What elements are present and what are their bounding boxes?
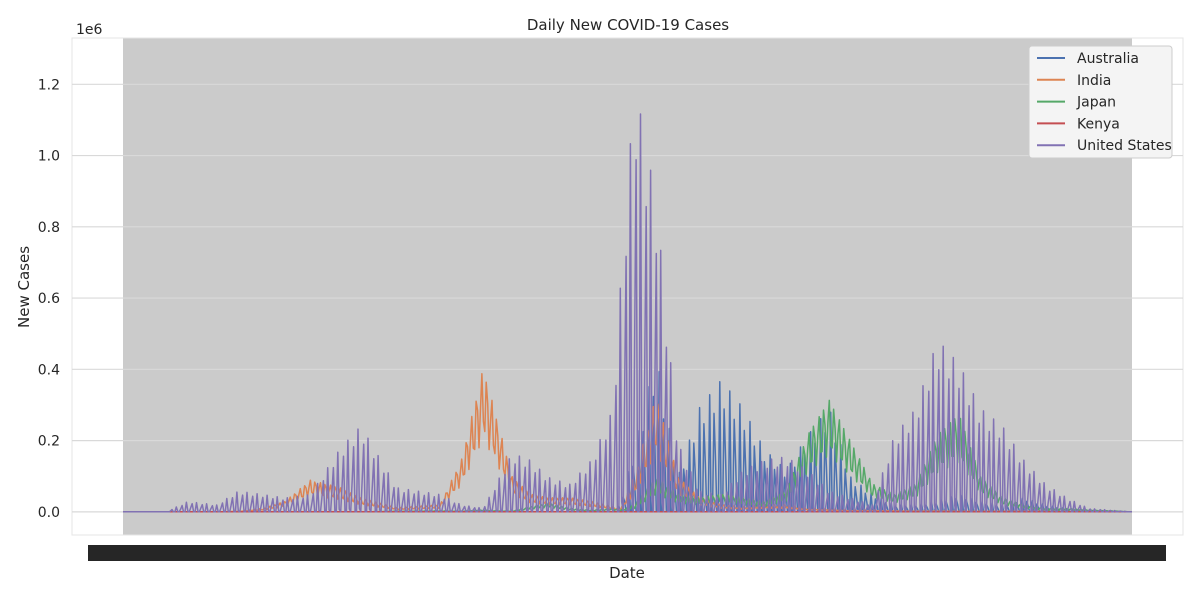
series-lines (123, 113, 1133, 513)
x-tick-labels-overlap (88, 545, 1166, 561)
y-tick-label: 0.2 (38, 434, 60, 450)
legend-label: United States (1077, 138, 1172, 154)
legend: Australia India Japan Kenya United States (1028, 45, 1173, 159)
y-tick-label: 1.0 (38, 149, 60, 165)
legend-label: India (1077, 73, 1111, 89)
y-tick-label: 0.4 (38, 362, 60, 378)
legend-box (1028, 45, 1173, 159)
legend-label: Kenya (1077, 116, 1120, 132)
y-axis-tick-labels: 0.0 0.2 0.4 0.6 0.8 1.0 1.2 (38, 77, 60, 521)
chart-title: Daily New COVID-19 Cases (527, 16, 729, 34)
y-tick-label: 0.6 (38, 291, 60, 307)
series-line-united-states (123, 113, 1133, 513)
legend-label: Australia (1077, 51, 1139, 67)
legend-label: Japan (1076, 95, 1116, 111)
y-tick-label: 0.8 (38, 220, 60, 236)
y-axis-title: New Cases (15, 246, 33, 328)
y-tick-label: 0.0 (38, 505, 60, 521)
y-tick-label: 1.2 (38, 77, 60, 93)
plot-frame (71, 37, 1184, 536)
x-axis-title: Date (609, 564, 645, 582)
y-axis-offset-label: 1e6 (76, 22, 103, 38)
x-axis-tick-labels (88, 545, 1166, 561)
